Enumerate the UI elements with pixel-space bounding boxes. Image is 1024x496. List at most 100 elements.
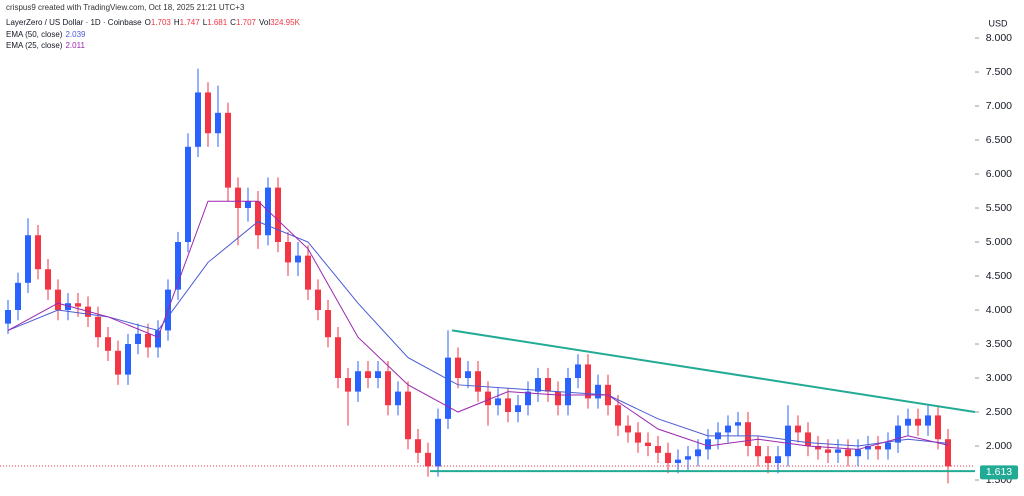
- ema-line: [7, 200, 949, 450]
- candle-body: [525, 391, 531, 406]
- candle-body: [305, 255, 311, 290]
- candle-body: [255, 201, 261, 236]
- candle-body: [675, 459, 681, 464]
- candle-body: [215, 112, 221, 134]
- vol-label: Vol: [258, 18, 271, 27]
- price-tag-label: 1.613: [986, 466, 1012, 478]
- candle-body: [855, 449, 861, 457]
- ohlc-value: 1.707: [235, 18, 256, 27]
- y-tick-label: 3.000: [986, 372, 1012, 384]
- ohlc-label: C: [230, 18, 236, 27]
- candle-body: [875, 446, 881, 450]
- candle-body: [155, 330, 161, 348]
- y-tick-label: 6.000: [986, 168, 1012, 180]
- y-tick-label: 5.000: [986, 236, 1012, 248]
- candle-body: [825, 449, 831, 453]
- candle-body: [765, 456, 771, 464]
- candle-body: [475, 371, 481, 392]
- legend-value: 2.011: [65, 41, 85, 50]
- y-tick-label: 7.000: [986, 100, 1012, 112]
- candle-body: [775, 456, 781, 464]
- candle-body: [745, 422, 751, 447]
- candle-body: [225, 112, 231, 188]
- candle-body: [115, 350, 121, 375]
- candle-body: [865, 446, 871, 450]
- candle-body: [645, 442, 651, 447]
- y-tick-label: 2.500: [986, 406, 1012, 418]
- y-tick-label: 7.500: [986, 66, 1012, 78]
- candle-body: [555, 391, 561, 406]
- y-tick-label: 4.500: [986, 270, 1012, 282]
- candle-body: [925, 415, 931, 426]
- ohlc-value: 1.747: [179, 18, 200, 27]
- candle-body: [535, 378, 541, 392]
- candle-body: [345, 378, 351, 392]
- trendline: [451, 329, 976, 414]
- candle-body: [835, 449, 841, 453]
- candle-body: [95, 316, 101, 338]
- ema25-legend: EMA (25, close) 2.011: [6, 41, 88, 50]
- candle-body: [785, 425, 791, 457]
- candle-body: [55, 289, 61, 311]
- candle-body: [135, 333, 141, 345]
- candle-body: [465, 371, 471, 379]
- candle-body: [275, 187, 281, 243]
- y-tick-label: 5.500: [986, 202, 1012, 214]
- candle-body: [905, 418, 911, 426]
- ema-line: [7, 221, 949, 447]
- candle-body: [515, 405, 521, 413]
- candle-body: [495, 398, 501, 406]
- candle-body: [25, 235, 31, 283]
- candle-body: [315, 289, 321, 311]
- candle-body: [935, 415, 941, 440]
- symbol: LayerZero / US Dollar · 1D · Coinbase: [6, 18, 142, 27]
- candle-body: [175, 242, 181, 290]
- candle-body: [625, 425, 631, 433]
- candle-body: [205, 92, 211, 134]
- y-tick-label: 6.500: [986, 134, 1012, 146]
- symbol-row: LayerZero / US Dollar · 1D · Coinbase O1.…: [6, 18, 303, 27]
- candle-body: [385, 371, 391, 406]
- candle-body: [35, 235, 41, 270]
- candle-body: [595, 384, 601, 399]
- candle-body: [665, 452, 671, 464]
- y-tick-label: 2.000: [986, 440, 1012, 452]
- vol-value: 324.95K: [270, 18, 300, 27]
- ema50-legend: EMA (50, close) 2.039: [6, 30, 89, 39]
- candle-body: [395, 391, 401, 406]
- candle-body: [245, 201, 251, 209]
- currency-label: USD: [988, 18, 1008, 28]
- candle-body: [505, 398, 511, 413]
- candle-body: [445, 357, 451, 419]
- candle-body: [355, 371, 361, 392]
- candle-body: [725, 425, 731, 433]
- ohlc-label: H: [173, 18, 180, 27]
- legend-value: 2.039: [65, 30, 86, 39]
- legend-name: EMA (50, close): [6, 30, 63, 39]
- candle-body: [565, 378, 571, 406]
- candle-body: [755, 446, 761, 457]
- candle-body: [125, 344, 131, 375]
- candle-body: [545, 378, 551, 392]
- y-tick-label: 3.500: [986, 338, 1012, 350]
- ohlc: O1.703 H1.747 L1.681 C1.707 Vol324.95K: [145, 18, 300, 27]
- candle-body: [705, 439, 711, 450]
- candle-body: [45, 269, 51, 290]
- candle-body: [195, 92, 201, 147]
- candle-body: [845, 449, 851, 457]
- price-tag: [980, 465, 1018, 480]
- candle-body: [575, 364, 581, 379]
- candle-body: [295, 255, 301, 263]
- ohlc-value: 1.681: [207, 18, 228, 27]
- candle-body: [945, 439, 951, 467]
- candle-body: [5, 310, 11, 324]
- candle-body: [425, 452, 431, 467]
- candle-body: [105, 337, 111, 351]
- candle-body: [915, 418, 921, 426]
- candle-body: [15, 282, 21, 311]
- candle-body: [235, 187, 241, 209]
- candle-body: [75, 303, 81, 307]
- candle-body: [455, 357, 461, 379]
